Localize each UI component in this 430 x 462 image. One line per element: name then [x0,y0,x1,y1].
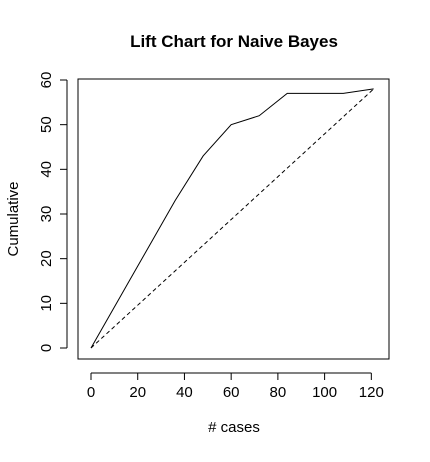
baseline-series-line [90,88,374,349]
lift-series-line [90,88,374,349]
chart-marks: 0 20 40 60 80 100 120 0 10 20 30 40 50 60 [38,72,384,401]
y-tick-label: 40 [38,161,55,178]
x-tick-label: 60 [223,384,240,401]
x-axis-title: # cases [208,419,260,436]
x-tick-label: 80 [270,384,287,401]
y-tick-label: 0 [38,344,55,352]
y-tick-label: 30 [38,206,55,223]
x-tick-label: 20 [129,384,146,401]
chart-title: Lift Chart for Naive Bayes [130,32,338,51]
x-tick-label: 40 [176,384,193,401]
y-tick-label: 50 [38,116,55,133]
plot-frame [77,78,390,360]
x-tick-label: 100 [312,384,337,401]
x-tick-label: 0 [87,384,95,401]
y-axis-title: Cumulative [5,181,22,256]
y-tick-label: 20 [38,250,55,267]
y-tick-label: 10 [38,295,55,312]
x-tick-label: 120 [359,384,384,401]
y-tick-label: 60 [38,72,55,89]
